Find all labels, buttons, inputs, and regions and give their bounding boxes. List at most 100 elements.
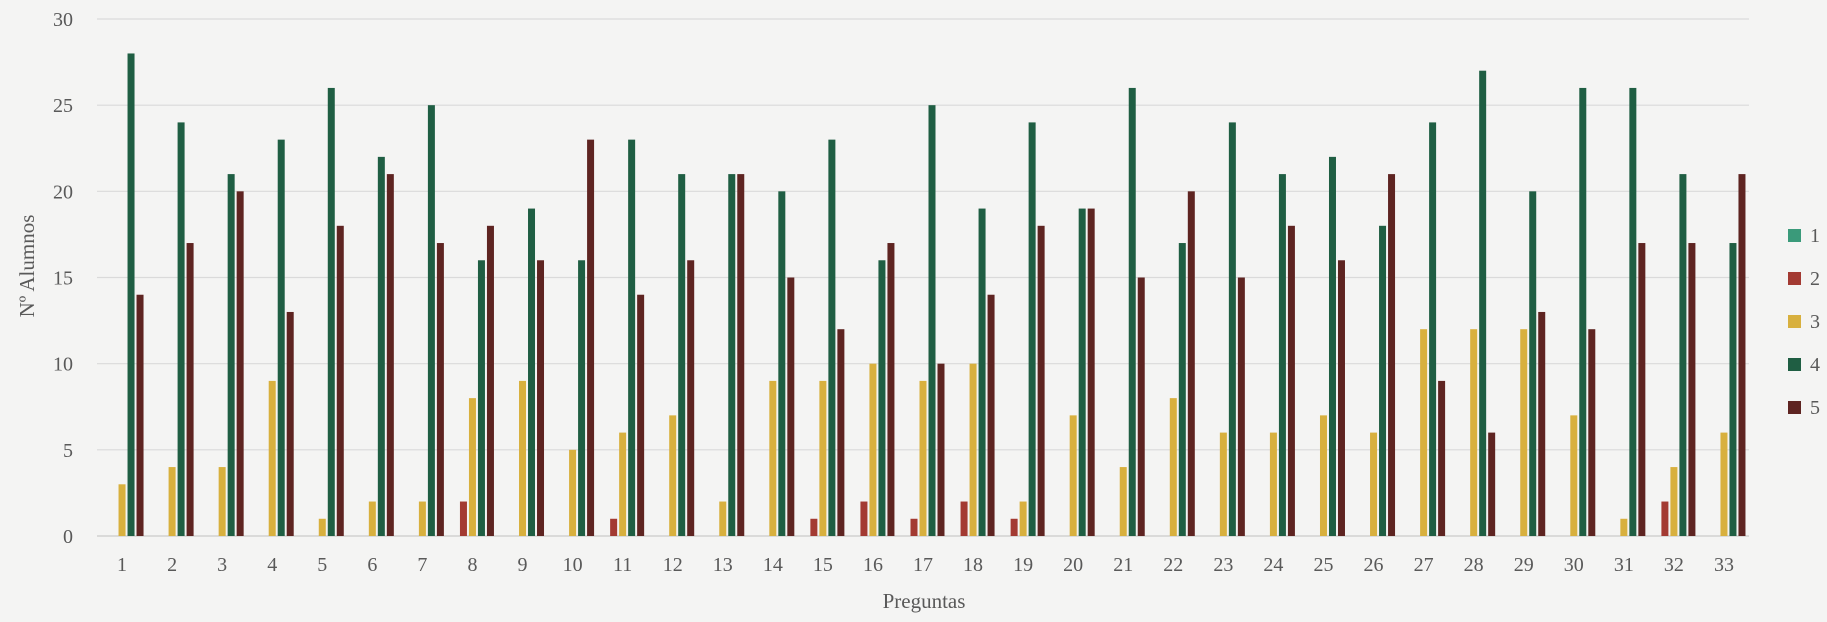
category-group [960,208,995,537]
legend-label: 5 [1810,397,1820,419]
bar-series-4 [1328,156,1336,536]
category-group [1319,156,1345,536]
bar-series-3 [519,380,527,536]
bar-series-5 [336,225,344,537]
legend: 1 2 3 4 5 [1788,225,1820,419]
legend-label: 2 [1810,268,1820,290]
category-group [860,243,895,537]
category-group [910,105,945,537]
legend-swatch [1788,272,1801,285]
category-group [459,225,494,537]
legend-item: 3 [1788,311,1820,333]
y-axis-title: Nº Alumnos [15,215,39,318]
legend-item: 5 [1788,397,1820,419]
bar-series-3 [218,467,226,536]
x-tick-label: 2 [167,554,177,576]
bar-series-3 [268,380,276,536]
x-tick-label: 22 [1163,554,1183,576]
bar-series-5 [1287,225,1295,537]
bar-series-4 [578,260,586,536]
bar-series-2 [960,501,968,536]
bar-series-5 [1187,191,1195,537]
bar-series-5 [1388,174,1396,536]
bar-series-2 [860,501,868,536]
category-group [1219,122,1245,537]
bar-series-3 [318,518,326,536]
gridlines [97,18,1749,537]
x-tick-label: 27 [1414,554,1434,576]
x-tick-label: 25 [1313,554,1333,576]
x-tick-label: 31 [1614,554,1634,576]
bar-series-2 [1661,501,1669,536]
bar-series-4 [1529,191,1537,537]
bar-series-4 [978,208,986,537]
x-tick-label: 18 [963,554,983,576]
bar-series-5 [1087,208,1095,537]
x-tick-label: 5 [317,554,327,576]
bar-series-3 [1319,415,1327,536]
category-group [1620,87,1646,537]
bar-series-4 [277,139,285,536]
bar-series-3 [569,449,577,536]
bar-series-4 [1679,174,1687,536]
x-tick-label: 19 [1013,554,1033,576]
legend-label: 3 [1810,311,1820,333]
bar-series-4 [327,87,335,536]
bar-series-2 [610,518,618,536]
x-tick-label: 17 [913,554,933,576]
legend-item: 1 [1788,225,1820,247]
bars [118,53,1746,537]
bar-series-3 [118,484,126,536]
bar-series-5 [987,294,995,536]
x-tick-label: 10 [563,554,583,576]
bar-series-5 [1588,329,1596,536]
bar-series-5 [1137,277,1145,536]
legend-label: 1 [1810,225,1820,247]
legend-swatch [1788,401,1801,414]
bar-series-5 [186,243,194,537]
bar-series-4 [828,139,836,536]
category-group [168,122,194,537]
x-tick-label: 13 [713,554,733,576]
x-tick-label: 30 [1564,554,1584,576]
category-group [1169,191,1195,537]
x-tick-label: 24 [1263,554,1283,576]
bar-series-5 [1438,380,1446,536]
bar-series-3 [869,363,877,536]
bar-series-4 [1479,70,1487,536]
bar-series-5 [687,260,695,536]
bar-series-4 [1729,243,1737,537]
x-tick-label: 6 [367,554,377,576]
bar-series-3 [1019,501,1027,536]
bar-series-5 [837,329,845,536]
bar-series-5 [637,294,645,536]
bar-series-5 [1638,243,1646,537]
bar-series-4 [1429,122,1437,537]
category-group [569,139,595,536]
bar-series-4 [1579,87,1587,536]
legend-label: 4 [1810,354,1820,376]
category-group [1420,122,1446,537]
bar-series-4 [1379,225,1387,537]
bar-series-3 [1370,432,1378,536]
x-tick-label: 11 [613,554,632,576]
bar-series-5 [1538,311,1546,536]
bar-series-3 [418,501,426,536]
bar-series-5 [1037,225,1045,537]
bar-series-5 [436,243,444,537]
x-tick-label: 14 [763,554,783,576]
category-group [1470,70,1496,536]
bar-series-5 [1688,243,1696,537]
bar-series-5 [1337,260,1345,536]
bar-series-5 [887,243,895,537]
bar-series-4 [778,191,786,537]
bar-series-5 [587,139,595,536]
category-group [1720,174,1746,537]
category-group [268,139,294,536]
category-group [769,191,795,537]
category-group [1119,87,1145,536]
bar-series-3 [769,380,777,536]
bar-series-3 [1420,329,1428,536]
x-axis-title: Preguntas [883,589,966,613]
